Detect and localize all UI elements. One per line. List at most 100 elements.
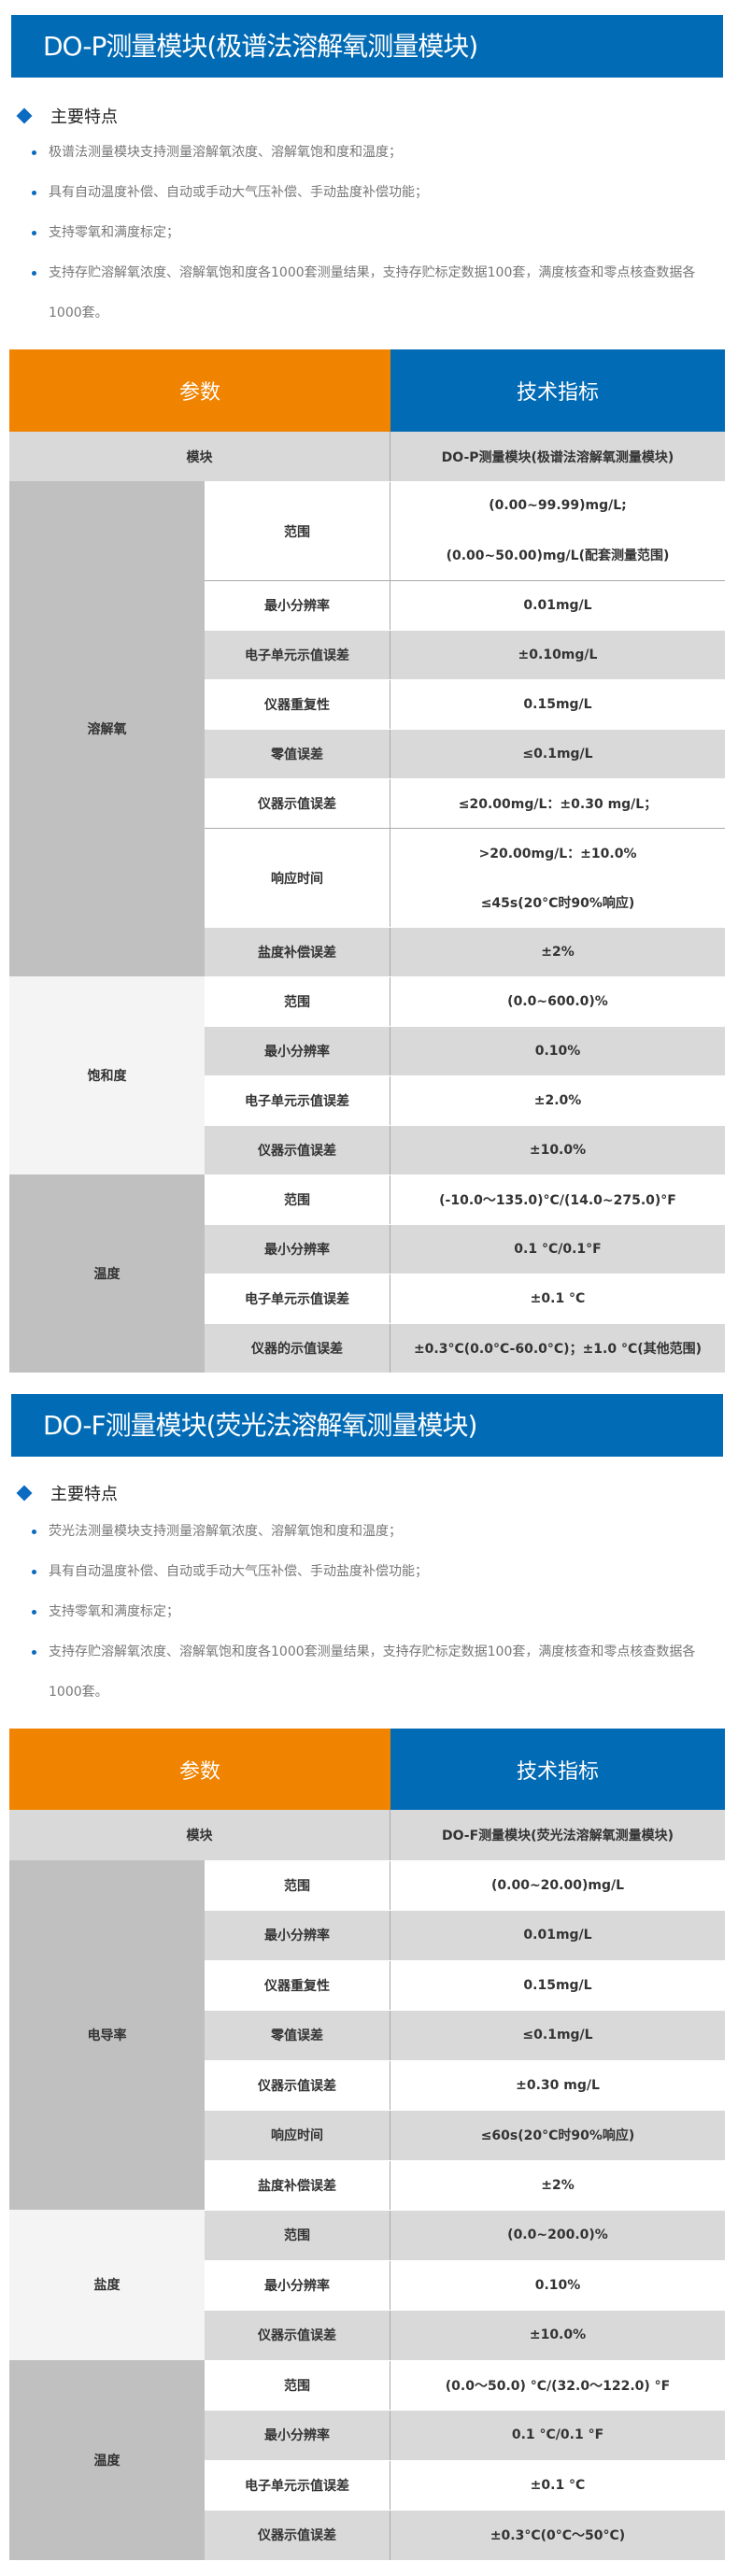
value-line: ±10.0% (529, 1143, 587, 1158)
param-value: ±2.0% (390, 1076, 725, 1125)
value-line: 0.01mg/L (523, 598, 592, 613)
param-name: 仪器重复性 (205, 680, 390, 729)
module-label: 模块 (9, 1810, 390, 1860)
param-name: 响应时间 (205, 829, 390, 927)
value-line: 0.01mg/L (523, 1928, 592, 1943)
diamond-icon (16, 1485, 33, 1501)
param-group: 溶解氧 范围 (0.00~99.99)mg/L; (0.00~50.00)mg/L(… (9, 481, 725, 976)
feature-item: 支持存贮溶解氧浓度、溶解氧饱和度各1000套测量结果，支持存贮标定数据100套，… (32, 253, 714, 334)
group-name: 温度 (9, 2359, 205, 2560)
feature-item: 支持零氧和满度标定； (32, 1592, 714, 1632)
param-value: (0.0～50.0) °C/(32.0～122.0) °F (390, 2361, 725, 2411)
param-name: 范围 (205, 977, 390, 1026)
module-row: 模块 DO-P测量模块(极谱法溶解氧测量模块) (9, 432, 725, 481)
value-line: 0.15mg/L (523, 1977, 592, 1993)
value-line: ±0.10mg/L (518, 648, 598, 662)
module-label: 模块 (9, 432, 390, 481)
param-value: ≤0.1mg/L (390, 730, 725, 778)
param-name: 范围 (205, 482, 390, 580)
header-spec: 技术指标 (390, 1729, 725, 1810)
param-name: 盐度补偿误差 (205, 928, 390, 976)
param-value: (0.0~600.0)% (390, 977, 725, 1026)
value-line: (0.0～50.0) °C/(32.0～122.0) °F (445, 2378, 671, 2394)
param-name: 零值误差 (205, 2011, 390, 2060)
param-value: ≤60s(20°C时90%响应) (390, 2111, 725, 2160)
param-name: 仪器的示值误差 (205, 1324, 390, 1373)
param-group: 饱和度 范围 (0.0~600.0)% 最小分辨率 0.10% 电子单元示值误差 ±2… (9, 976, 725, 1174)
table-row: 最小分辨率 0.1 °C/0.1°F (205, 1224, 725, 1274)
param-value: 0.01mg/L (390, 1911, 725, 1960)
value-line: 0.15mg/L (523, 697, 592, 712)
table-row: 范围 (0.0~200.0)% (205, 2210, 725, 2260)
param-name: 响应时间 (205, 2111, 390, 2160)
value-line: ±0.1 °C (530, 1291, 586, 1306)
feature-item: 极谱法测量模块支持测量溶解氧浓度、溶解氧饱和度和温度； (32, 133, 714, 173)
features-list: 荧光法测量模块支持测量溶解氧浓度、溶解氧饱和度和温度； 具有自动温度补偿、自动或… (32, 1512, 714, 1713)
param-value: 0.1 °C/0.1 °F (390, 2411, 725, 2460)
param-value: (0.00~99.99)mg/L; (0.00~50.00)mg/L(配套测量范围… (390, 482, 725, 580)
param-value: 0.10% (390, 1027, 725, 1075)
table-row: 电子单元示值误差 ±0.1 °C (205, 2459, 725, 2510)
table-row: 范围 (0.00~20.00)mg/L (205, 1859, 725, 1910)
header-param: 参数 (9, 1729, 390, 1810)
param-value: ±0.3°C(0.0°C-60.0°C)；±1.0 °C(其他范围) (390, 1324, 725, 1373)
value-line: ±2% (541, 2177, 575, 2193)
table-row: 仪器示值误差 ±10.0% (205, 1125, 725, 1174)
table-row: 最小分辨率 0.10% (205, 1026, 725, 1075)
feature-item: 支持存贮溶解氧浓度、溶解氧饱和度各1000套测量结果，支持存贮标定数据100套，… (32, 1632, 714, 1713)
param-name: 电子单元示值误差 (205, 631, 390, 679)
param-value: ±0.1 °C (390, 1274, 725, 1323)
value-line: (0.00~20.00)mg/L (491, 1877, 624, 1893)
param-group: 盐度 范围 (0.0~200.0)% 最小分辨率 0.10% 仪器示值误差 ±10.0… (9, 2210, 725, 2360)
section-title: DO-P测量模块(极谱法溶解氧测量模块) (11, 15, 723, 78)
table-row: 电子单元示值误差 ±2.0% (205, 1075, 725, 1125)
table-row: 最小分辨率 0.1 °C/0.1 °F (205, 2410, 725, 2460)
param-value: ±0.30 mg/L (390, 2061, 725, 2111)
param-value: ±10.0% (390, 2311, 725, 2360)
table-row: 盐度补偿误差 ±2% (205, 2159, 725, 2210)
param-name: 范围 (205, 1860, 390, 1910)
param-value: ±0.10mg/L (390, 631, 725, 679)
module-row: 模块 DO-F测量模块(荧光法溶解氧测量模块) (9, 1810, 725, 1860)
value-line: ≤0.1mg/L (522, 2028, 593, 2043)
param-name: 最小分辨率 (205, 1225, 390, 1274)
value-line: ≤20.00mg/L：±0.30 mg/L； (458, 797, 658, 812)
group-name: 电导率 (9, 1859, 205, 2210)
table-row: 响应时间 >20.00mg/L：±10.0% ≤45s(20°C时90%响应) (205, 828, 725, 927)
table-row: 最小分辨率 0.01mg/L (205, 1910, 725, 1960)
param-value: (0.0~200.0)% (390, 2211, 725, 2260)
param-value: 0.10% (390, 2261, 725, 2311)
group-name: 溶解氧 (9, 481, 205, 976)
table-row: 仪器示值误差 ±0.30 mg/L (205, 2059, 725, 2111)
table-row: 仪器重复性 0.15mg/L (205, 679, 725, 729)
spec-table: 参数 技术指标 模块 DO-F测量模块(荧光法溶解氧测量模块) 电导率 范围 (0.… (9, 1729, 725, 2560)
param-value: ≤20.00mg/L：±0.30 mg/L； (390, 779, 725, 828)
table-row: 范围 (0.0~600.0)% (205, 976, 725, 1026)
table-row: 电子单元示值误差 ±0.1 °C (205, 1274, 725, 1323)
features-list: 极谱法测量模块支持测量溶解氧浓度、溶解氧饱和度和温度； 具有自动温度补偿、自动或… (32, 133, 714, 334)
header-param: 参数 (9, 349, 390, 432)
table-row: 最小分辨率 0.01mg/L (205, 580, 725, 630)
table-row: 零值误差 ≤0.1mg/L (205, 729, 725, 778)
features-heading: 主要特点 (16, 105, 118, 131)
table-row: 最小分辨率 0.10% (205, 2259, 725, 2311)
param-value: ±10.0% (390, 1126, 725, 1174)
value-line: ±0.1 °C (530, 2477, 586, 2493)
value-line: ±10.0% (529, 2327, 587, 2343)
param-value: 0.1 °C/0.1°F (390, 1225, 725, 1274)
group-name: 饱和度 (9, 976, 205, 1174)
param-group: 温度 范围 (-10.0～135.0)°C/(14.0~275.0)°F 最小分辨… (9, 1174, 725, 1373)
table-header: 参数 技术指标 (9, 349, 725, 432)
param-name: 电子单元示值误差 (205, 2460, 390, 2510)
value-line: (0.0~200.0)% (507, 2227, 608, 2243)
param-value: 0.15mg/L (390, 1961, 725, 2011)
value-line: ±2% (541, 945, 575, 960)
feature-item: 荧光法测量模块支持测量溶解氧浓度、溶解氧饱和度和温度； (32, 1512, 714, 1552)
value-line: ±0.30 mg/L (516, 2077, 600, 2093)
table-row: 仪器示值误差 ≤20.00mg/L：±0.30 mg/L； (205, 778, 725, 828)
value-line: ≤45s(20°C时90%响应) (480, 895, 635, 911)
value-line: 0.1 °C/0.1°F (514, 1242, 602, 1257)
value-line: (0.00~50.00)mg/L(配套测量范围) (446, 548, 670, 563)
module-value: DO-P测量模块(极谱法溶解氧测量模块) (441, 449, 674, 465)
features-heading: 主要特点 (16, 1482, 118, 1508)
